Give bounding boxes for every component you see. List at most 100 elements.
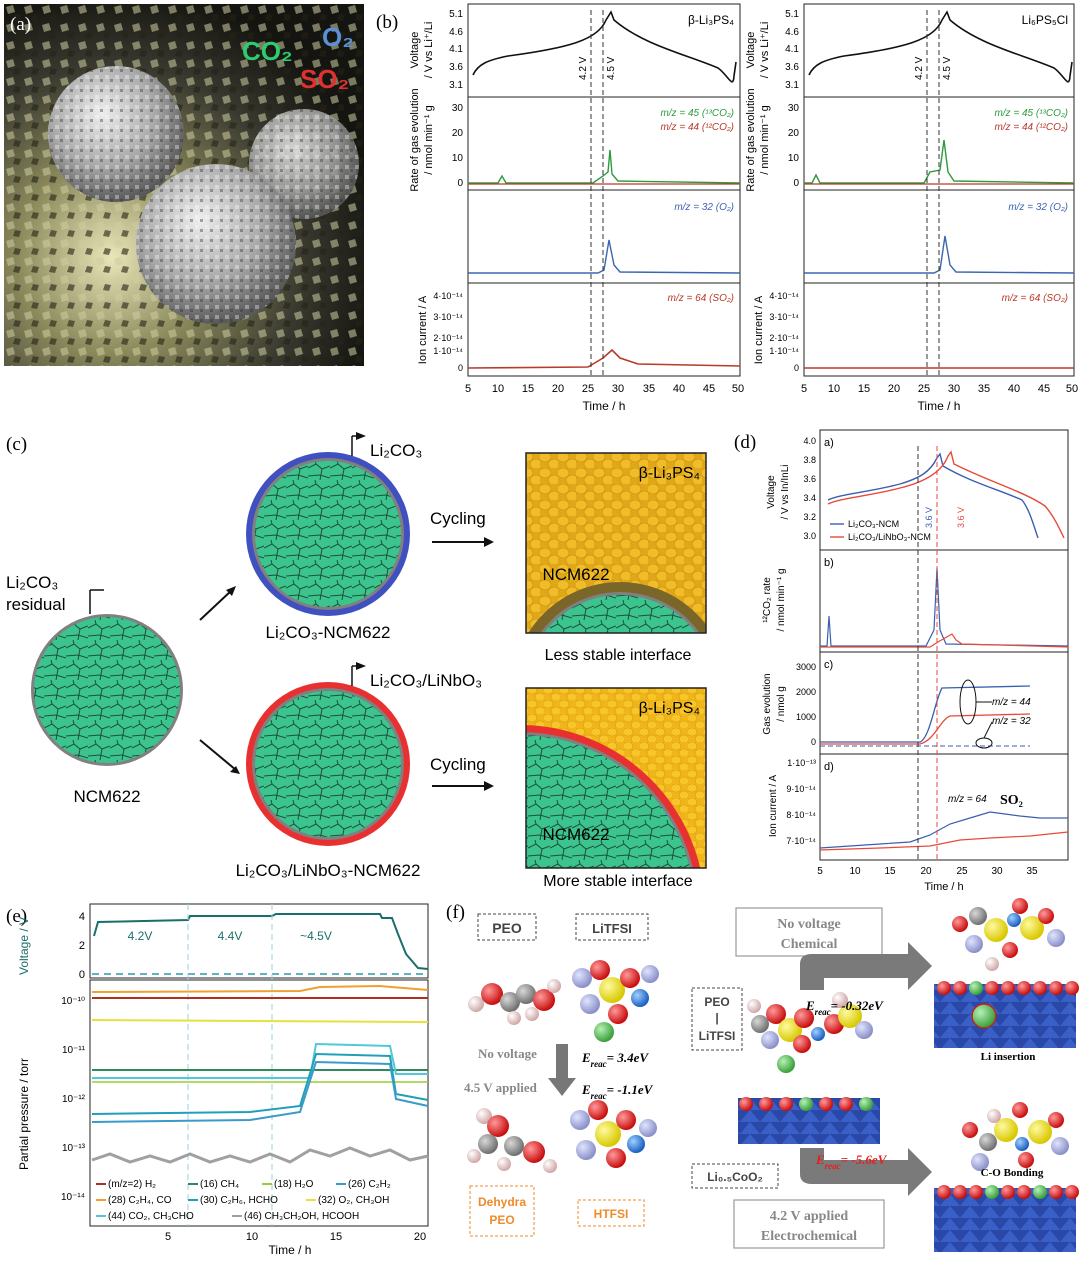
d-itick: 1·10⁻¹³ bbox=[787, 758, 816, 768]
d-vtick: 3.0 bbox=[803, 531, 816, 541]
svg-text:15: 15 bbox=[330, 1231, 342, 1243]
b-l-rlabel: Rate of gas evolution bbox=[409, 88, 421, 191]
b-r-marker-42: 4.2 V bbox=[914, 56, 925, 80]
d-vtick: 3.2 bbox=[803, 512, 816, 522]
svg-text:40: 40 bbox=[1008, 383, 1020, 395]
b-r-rtick: 0 bbox=[793, 178, 799, 189]
b-r-co2-45-curve bbox=[804, 139, 1075, 184]
svg-text:(30) C₂H₆, HCHO: (30) C₂H₆, HCHO bbox=[200, 1195, 278, 1206]
panel-d: (d) a) b) c) d) 4.0 3.8 3.6 3.4 3.2 3.0 … bbox=[730, 420, 1080, 894]
b-r-rtick: 20 bbox=[788, 128, 800, 139]
cycling-label-bottom: Cycling bbox=[430, 755, 486, 774]
panel-f: (f) PEO LiTFSI No vol bbox=[440, 894, 1080, 1256]
ncm622-label-bottom: NCM622 bbox=[542, 825, 609, 844]
li-insertion-structure bbox=[934, 898, 1079, 1048]
d-gtick: 1000 bbox=[796, 712, 816, 722]
b-l-so2-curve bbox=[467, 348, 741, 369]
svg-text:10: 10 bbox=[828, 383, 840, 395]
b-l-itick: 4·10⁻¹⁴ bbox=[433, 291, 463, 301]
e-vlabel: Voltage / V bbox=[17, 917, 31, 975]
svg-text:20: 20 bbox=[552, 383, 564, 395]
d-mark-red: 3.6 V bbox=[956, 507, 966, 528]
d-mz44: m/z = 44 bbox=[992, 697, 1031, 708]
electrolyte-label-bottom: β-Li₃PS₄ bbox=[639, 700, 700, 717]
f-no-voltage: No voltage bbox=[478, 1046, 537, 1061]
e-stage-3: ~4.5V bbox=[300, 929, 332, 943]
b-l-xticks: 5 10 15 20 25 30 35 40 45 50 bbox=[465, 383, 744, 395]
b-r-itick: 1·10⁻¹⁴ bbox=[769, 346, 799, 356]
svg-text:25: 25 bbox=[956, 866, 968, 877]
b-right-title: Li₆PS₅Cl bbox=[1022, 13, 1068, 27]
d-vtick: 4.0 bbox=[803, 436, 816, 446]
panel-e-label: (e) bbox=[6, 906, 27, 927]
b-r-vtick: 3.6 bbox=[785, 62, 799, 73]
peo-litfsi-complex bbox=[747, 992, 873, 1073]
d-mark-blue: 3.6 V bbox=[924, 507, 934, 528]
b-r-vlabel: Voltage bbox=[745, 32, 757, 69]
f-chem-2: Chemical bbox=[781, 937, 838, 952]
panel-b: (b) β-Li₃PS₄ 5.1 4.6 4.1 3.6 3.1 Voltage… bbox=[368, 0, 1080, 416]
li2co3-ncm622-label: Li₂CO₃-NCM622 bbox=[266, 623, 391, 642]
b-l-vtick: 5.1 bbox=[449, 9, 463, 20]
d-glabel2: / nmol g bbox=[776, 686, 787, 722]
htfsi-molecule bbox=[570, 1100, 657, 1168]
svg-text:(46) CH₃CH₂OH, HCOOH: (46) CH₃CH₂OH, HCOOH bbox=[244, 1211, 359, 1222]
panel-c: (c) Li₂CO₃ residual NCM622 Li₂CO₃ Li₂CO₃… bbox=[0, 420, 730, 892]
so2-label: SO₂ bbox=[300, 64, 349, 94]
b-l-ilabel: Ion current / A bbox=[417, 295, 429, 364]
b-r-rlabel2: / nmol min⁻¹ g bbox=[759, 105, 771, 174]
svg-text:40: 40 bbox=[673, 383, 685, 395]
svg-text:20: 20 bbox=[888, 383, 900, 395]
b-l-vlabel: Voltage bbox=[409, 32, 421, 69]
svg-text:25: 25 bbox=[582, 383, 594, 395]
d-gtick: 2000 bbox=[796, 687, 816, 697]
d-glabel: Gas evolution bbox=[762, 673, 773, 734]
d-vtick: 3.8 bbox=[803, 455, 816, 465]
d-vlabel2: / V vs In/InLi bbox=[780, 464, 791, 519]
d-vtick: 3.6 bbox=[803, 474, 816, 484]
peo-molecule bbox=[468, 979, 561, 1025]
e-plabel: Partial pressure / torr bbox=[17, 1058, 31, 1170]
b-r-rtick: 30 bbox=[788, 103, 800, 114]
panel-b-label: (b) bbox=[376, 12, 398, 33]
e-legend: (m/z=2) H₂ (16) CH₄ (18) H₂O (26) C₂H₂ (… bbox=[96, 1179, 391, 1222]
b-l-vtick: 3.1 bbox=[449, 80, 463, 91]
d-gtick: 3000 bbox=[796, 662, 816, 672]
svg-text:45: 45 bbox=[703, 383, 715, 395]
svg-text:10: 10 bbox=[492, 383, 504, 395]
e-trace-46 bbox=[91, 1146, 429, 1164]
b-l-co2-45-curve bbox=[468, 149, 741, 184]
b-r-xticks: 5 10 15 20 25 30 35 40 45 50 bbox=[801, 383, 1078, 395]
panel-d-label: (d) bbox=[734, 432, 756, 453]
b-l-itick: 0 bbox=[458, 363, 463, 373]
d-xlabel: Time / h bbox=[924, 881, 963, 893]
b-r-vtick: 4.6 bbox=[785, 27, 799, 38]
panel-b-right: Li₆PS₅Cl 5.1 4.6 4.1 3.6 3.1 Voltage / V… bbox=[745, 3, 1078, 413]
dehydra-peo-molecule bbox=[467, 1108, 557, 1173]
e-trace-26 bbox=[91, 1060, 429, 1123]
e-xlabel: Time / h bbox=[269, 1243, 312, 1256]
f-chem-1: No voltage bbox=[777, 917, 840, 932]
residual-label-1: Li₂CO₃ bbox=[6, 573, 58, 592]
svg-text:5: 5 bbox=[165, 1231, 171, 1243]
f-ereac-3: Ereac= -0.32eV bbox=[805, 998, 884, 1017]
e-ptick: 10⁻¹³ bbox=[62, 1143, 86, 1154]
ncm622-label: NCM622 bbox=[73, 787, 140, 806]
panel-c-diagram: (c) Li₂CO₃ residual NCM622 Li₂CO₃ Li₂CO₃… bbox=[6, 432, 707, 890]
b-r-vtick: 4.1 bbox=[785, 44, 799, 55]
f-peo-litfsi-3: LiTFSI bbox=[699, 1029, 736, 1043]
b-l-xlabel: Time / h bbox=[583, 399, 626, 413]
f-arrow-down bbox=[800, 1148, 932, 1196]
more-stable-interface-image bbox=[526, 688, 706, 868]
b-l-vlabel2: / V vs Li⁺/Li bbox=[423, 22, 435, 79]
less-stable-label: Less stable interface bbox=[545, 647, 692, 664]
b-l-itick: 1·10⁻¹⁴ bbox=[433, 346, 463, 356]
e-vtick: 0 bbox=[79, 969, 85, 981]
d-voltage-blue bbox=[827, 452, 1039, 539]
panel-f-label: (f) bbox=[446, 902, 465, 923]
litfsi-molecule bbox=[572, 960, 659, 1042]
coat-bottom-label: Li₂CO₃/LiNbO₃ bbox=[370, 671, 482, 690]
e-stage-2: 4.4V bbox=[218, 929, 243, 943]
d-itick: 7·10⁻¹⁴ bbox=[786, 836, 816, 846]
e-stage-1: 4.2V bbox=[128, 929, 153, 943]
